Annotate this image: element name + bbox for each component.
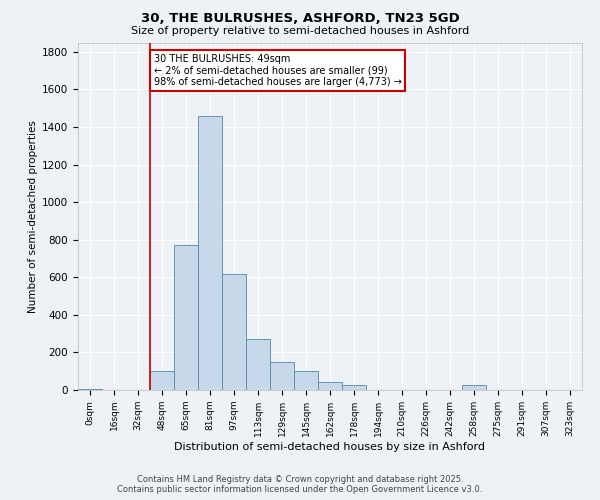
Text: Contains HM Land Registry data © Crown copyright and database right 2025.
Contai: Contains HM Land Registry data © Crown c… [118, 474, 482, 494]
Bar [174, 246, 198, 390]
Bar [246, 340, 270, 390]
Bar [78, 389, 102, 390]
Text: 30 THE BULRUSHES: 49sqm
← 2% of semi-detached houses are smaller (99)
98% of sem: 30 THE BULRUSHES: 49sqm ← 2% of semi-det… [154, 54, 401, 87]
Text: Size of property relative to semi-detached houses in Ashford: Size of property relative to semi-detach… [131, 26, 469, 36]
X-axis label: Distribution of semi-detached houses by size in Ashford: Distribution of semi-detached houses by … [175, 442, 485, 452]
Bar [294, 371, 318, 390]
Bar [198, 116, 222, 390]
Bar [270, 362, 294, 390]
Bar [342, 386, 366, 390]
Text: 30, THE BULRUSHES, ASHFORD, TN23 5GD: 30, THE BULRUSHES, ASHFORD, TN23 5GD [140, 12, 460, 26]
Y-axis label: Number of semi-detached properties: Number of semi-detached properties [28, 120, 38, 312]
Bar [318, 382, 342, 390]
Bar [150, 371, 174, 390]
Bar [222, 274, 246, 390]
Bar [462, 386, 486, 390]
